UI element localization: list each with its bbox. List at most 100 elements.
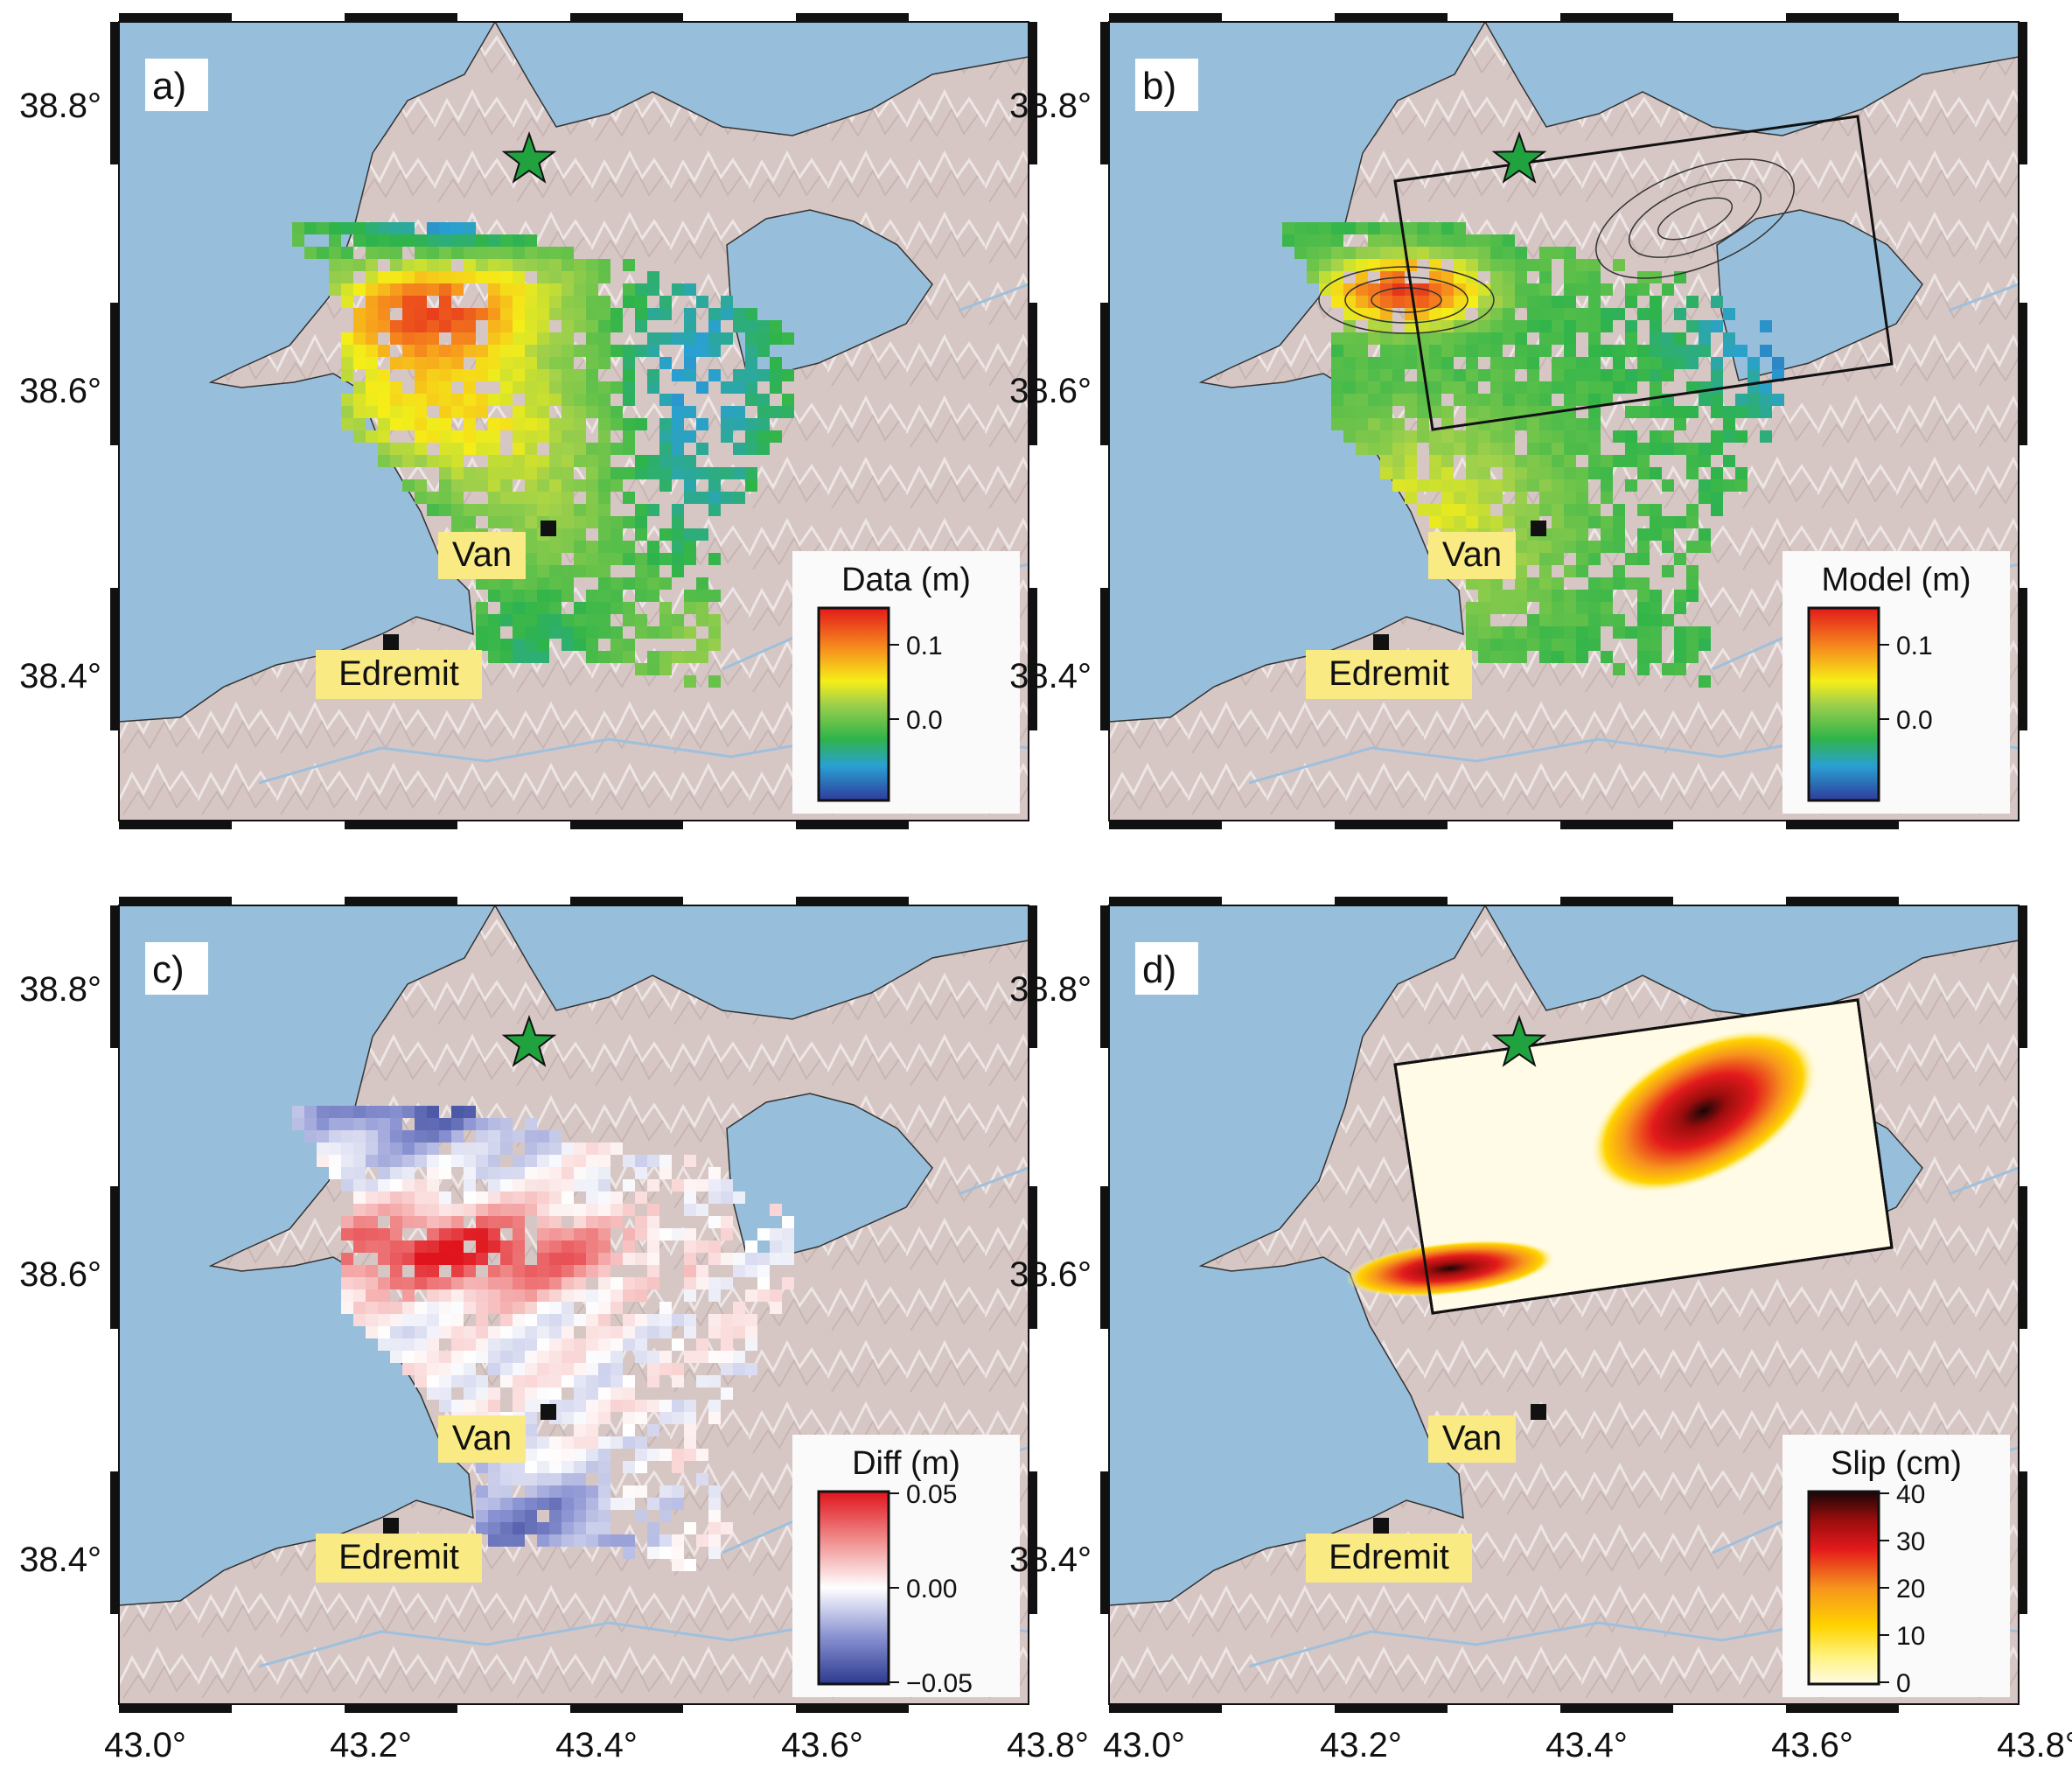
panel-label: a) xyxy=(152,65,186,108)
epicenter-star-icon xyxy=(1491,1014,1547,1067)
colorbar-tick-label: 0.1 xyxy=(906,632,943,660)
lon-tick-label: 43.2° xyxy=(1320,1726,1402,1765)
van-marker xyxy=(1531,521,1546,536)
lon-tick-label: 43.0° xyxy=(1103,1726,1185,1765)
lon-tick-label: 43.0° xyxy=(104,1726,186,1765)
panel-b: Van Edremit b) Model (m) 0.1 0.0 38.8° 38.6° 38.… xyxy=(1009,13,2027,829)
lon-tick-label: 43.4° xyxy=(1545,1726,1628,1765)
lat-tick-label: 38.4° xyxy=(1009,657,1092,695)
colorbar-title: Data (m) xyxy=(841,562,971,598)
van-label: Van xyxy=(1442,535,1502,574)
colorbar-gradient xyxy=(1807,606,1880,802)
panel-label: b) xyxy=(1142,65,1176,108)
epicenter-star-icon xyxy=(501,130,557,184)
colorbar-tick-label: 40 xyxy=(1896,1480,1925,1509)
colorbar-tick-label: −0.05 xyxy=(906,1669,973,1698)
colorbar-tick-label: 30 xyxy=(1896,1527,1925,1556)
lake-van-water xyxy=(1109,905,1486,1606)
lat-tick-label: 38.4° xyxy=(19,657,101,695)
lon-tick-label: 43.4° xyxy=(555,1726,638,1765)
lat-tick-label: 38.8° xyxy=(19,87,101,125)
van-label: Van xyxy=(1442,1419,1502,1457)
panel-label-bg xyxy=(145,942,208,995)
colorbar-title: Slip (cm) xyxy=(1831,1445,1962,1482)
panel-label: c) xyxy=(152,948,185,991)
colorbar-title: Diff (m) xyxy=(852,1445,960,1482)
colorbar-a: Data (m) 0.1 0.0 xyxy=(792,551,1020,814)
lat-tick-label: 38.8° xyxy=(19,970,101,1009)
edremit-label-bg xyxy=(316,650,482,699)
edremit-marker xyxy=(383,1518,399,1534)
colorbar-title: Model (m) xyxy=(1821,562,1971,598)
panel-a: Van Edremit a) Data (m) 0.1 0.0 38.8° 38.6° 38.4… xyxy=(19,13,1037,829)
colorbar-tick-label: 0.00 xyxy=(906,1575,957,1604)
slip-patch-west xyxy=(1345,1240,1555,1297)
panel-label-bg xyxy=(145,59,208,111)
colorbar-tick-label: 0 xyxy=(1896,1669,1911,1698)
map-area: Van Edremit xyxy=(119,22,1029,821)
edremit-label-bg xyxy=(316,1534,482,1583)
colorbar-d: Slip (cm)40 30 20 10 0 xyxy=(1782,1435,2010,1698)
north-lake-water xyxy=(494,22,1029,136)
panel-d: Van Edremit d) Slip (cm)40 30 20 10 0 38.8° 38.6°… xyxy=(1009,897,2072,1765)
edremit-label: Edremit xyxy=(338,1538,459,1576)
edremit-marker xyxy=(1373,1518,1389,1534)
colorbar-tick-label: 0.1 xyxy=(1896,632,1933,660)
fault-plane-border xyxy=(1393,998,1894,1315)
slip-contours xyxy=(1318,158,1795,334)
map-frame-ticks xyxy=(110,897,1037,1713)
edremit-label-bg xyxy=(1306,1534,1472,1583)
colorbar-tick-label: 20 xyxy=(1896,1575,1925,1604)
lat-tick-label: 38.6° xyxy=(19,1255,101,1294)
north-lake-water xyxy=(494,905,1029,1020)
van-label-bg xyxy=(438,1415,526,1463)
lat-tick-label: 38.6° xyxy=(19,372,101,410)
colorbar-gradient xyxy=(817,606,890,802)
lon-tick-label: 43.6° xyxy=(781,1726,863,1765)
lon-tick-label: 43.6° xyxy=(1771,1726,1853,1765)
lat-tick-label: 38.4° xyxy=(19,1541,101,1579)
colorbar-tick-label: 0.0 xyxy=(1896,706,1933,735)
van-marker xyxy=(541,521,556,536)
edremit-marker xyxy=(1373,634,1389,650)
van-label-bg xyxy=(1428,532,1516,579)
east-lake-water xyxy=(1716,209,1923,381)
slip-patch-east xyxy=(1591,1029,1817,1193)
van-label: Van xyxy=(452,535,512,574)
van-label-bg xyxy=(1428,1415,1516,1463)
edremit-label: Edremit xyxy=(1329,654,1449,693)
edremit-label: Edremit xyxy=(338,654,459,693)
van-marker xyxy=(541,1404,556,1420)
lat-tick-label: 38.8° xyxy=(1009,970,1092,1009)
residual-pixels xyxy=(292,1106,794,1571)
edremit-label-bg xyxy=(1306,650,1472,699)
panel-c: Van Edremit c) Diff (m)0.05 0.00 −0.05 38.8° 38… xyxy=(19,897,1089,1765)
lat-tick-label: 38.4° xyxy=(1009,1541,1092,1579)
fault-plane-outline xyxy=(1393,115,1894,431)
panel-label: d) xyxy=(1142,948,1176,991)
map-frame-ticks xyxy=(110,13,1037,829)
colorbar-gradient xyxy=(817,1490,890,1686)
edremit-label: Edremit xyxy=(1329,1538,1449,1576)
panel-label-bg xyxy=(1135,942,1198,995)
east-lake-water xyxy=(726,1093,933,1265)
lon-tick-label: 43.8° xyxy=(1997,1726,2072,1765)
van-label-bg xyxy=(438,532,526,579)
model-prediction-pixels xyxy=(1282,222,1784,688)
lon-tick-label: 43.8° xyxy=(1007,1726,1089,1765)
lat-tick-label: 38.8° xyxy=(1009,87,1092,125)
epicenter-star-icon xyxy=(501,1014,557,1067)
map-frame-ticks xyxy=(1100,13,2027,829)
epicenter-star-icon xyxy=(1491,130,1547,184)
colorbar-tick-label: 0.05 xyxy=(906,1480,957,1509)
map-frame-ticks xyxy=(1100,897,2027,1713)
slip-distribution xyxy=(1345,998,1894,1315)
van-label: Van xyxy=(452,1419,512,1457)
colorbar-b: Model (m) 0.1 0.0 xyxy=(1782,551,2010,814)
edremit-marker xyxy=(383,634,399,650)
lon-tick-label: 43.2° xyxy=(330,1726,412,1765)
lat-tick-label: 38.6° xyxy=(1009,372,1092,410)
colorbar-c: Diff (m)0.05 0.00 −0.05 xyxy=(792,1435,1020,1698)
